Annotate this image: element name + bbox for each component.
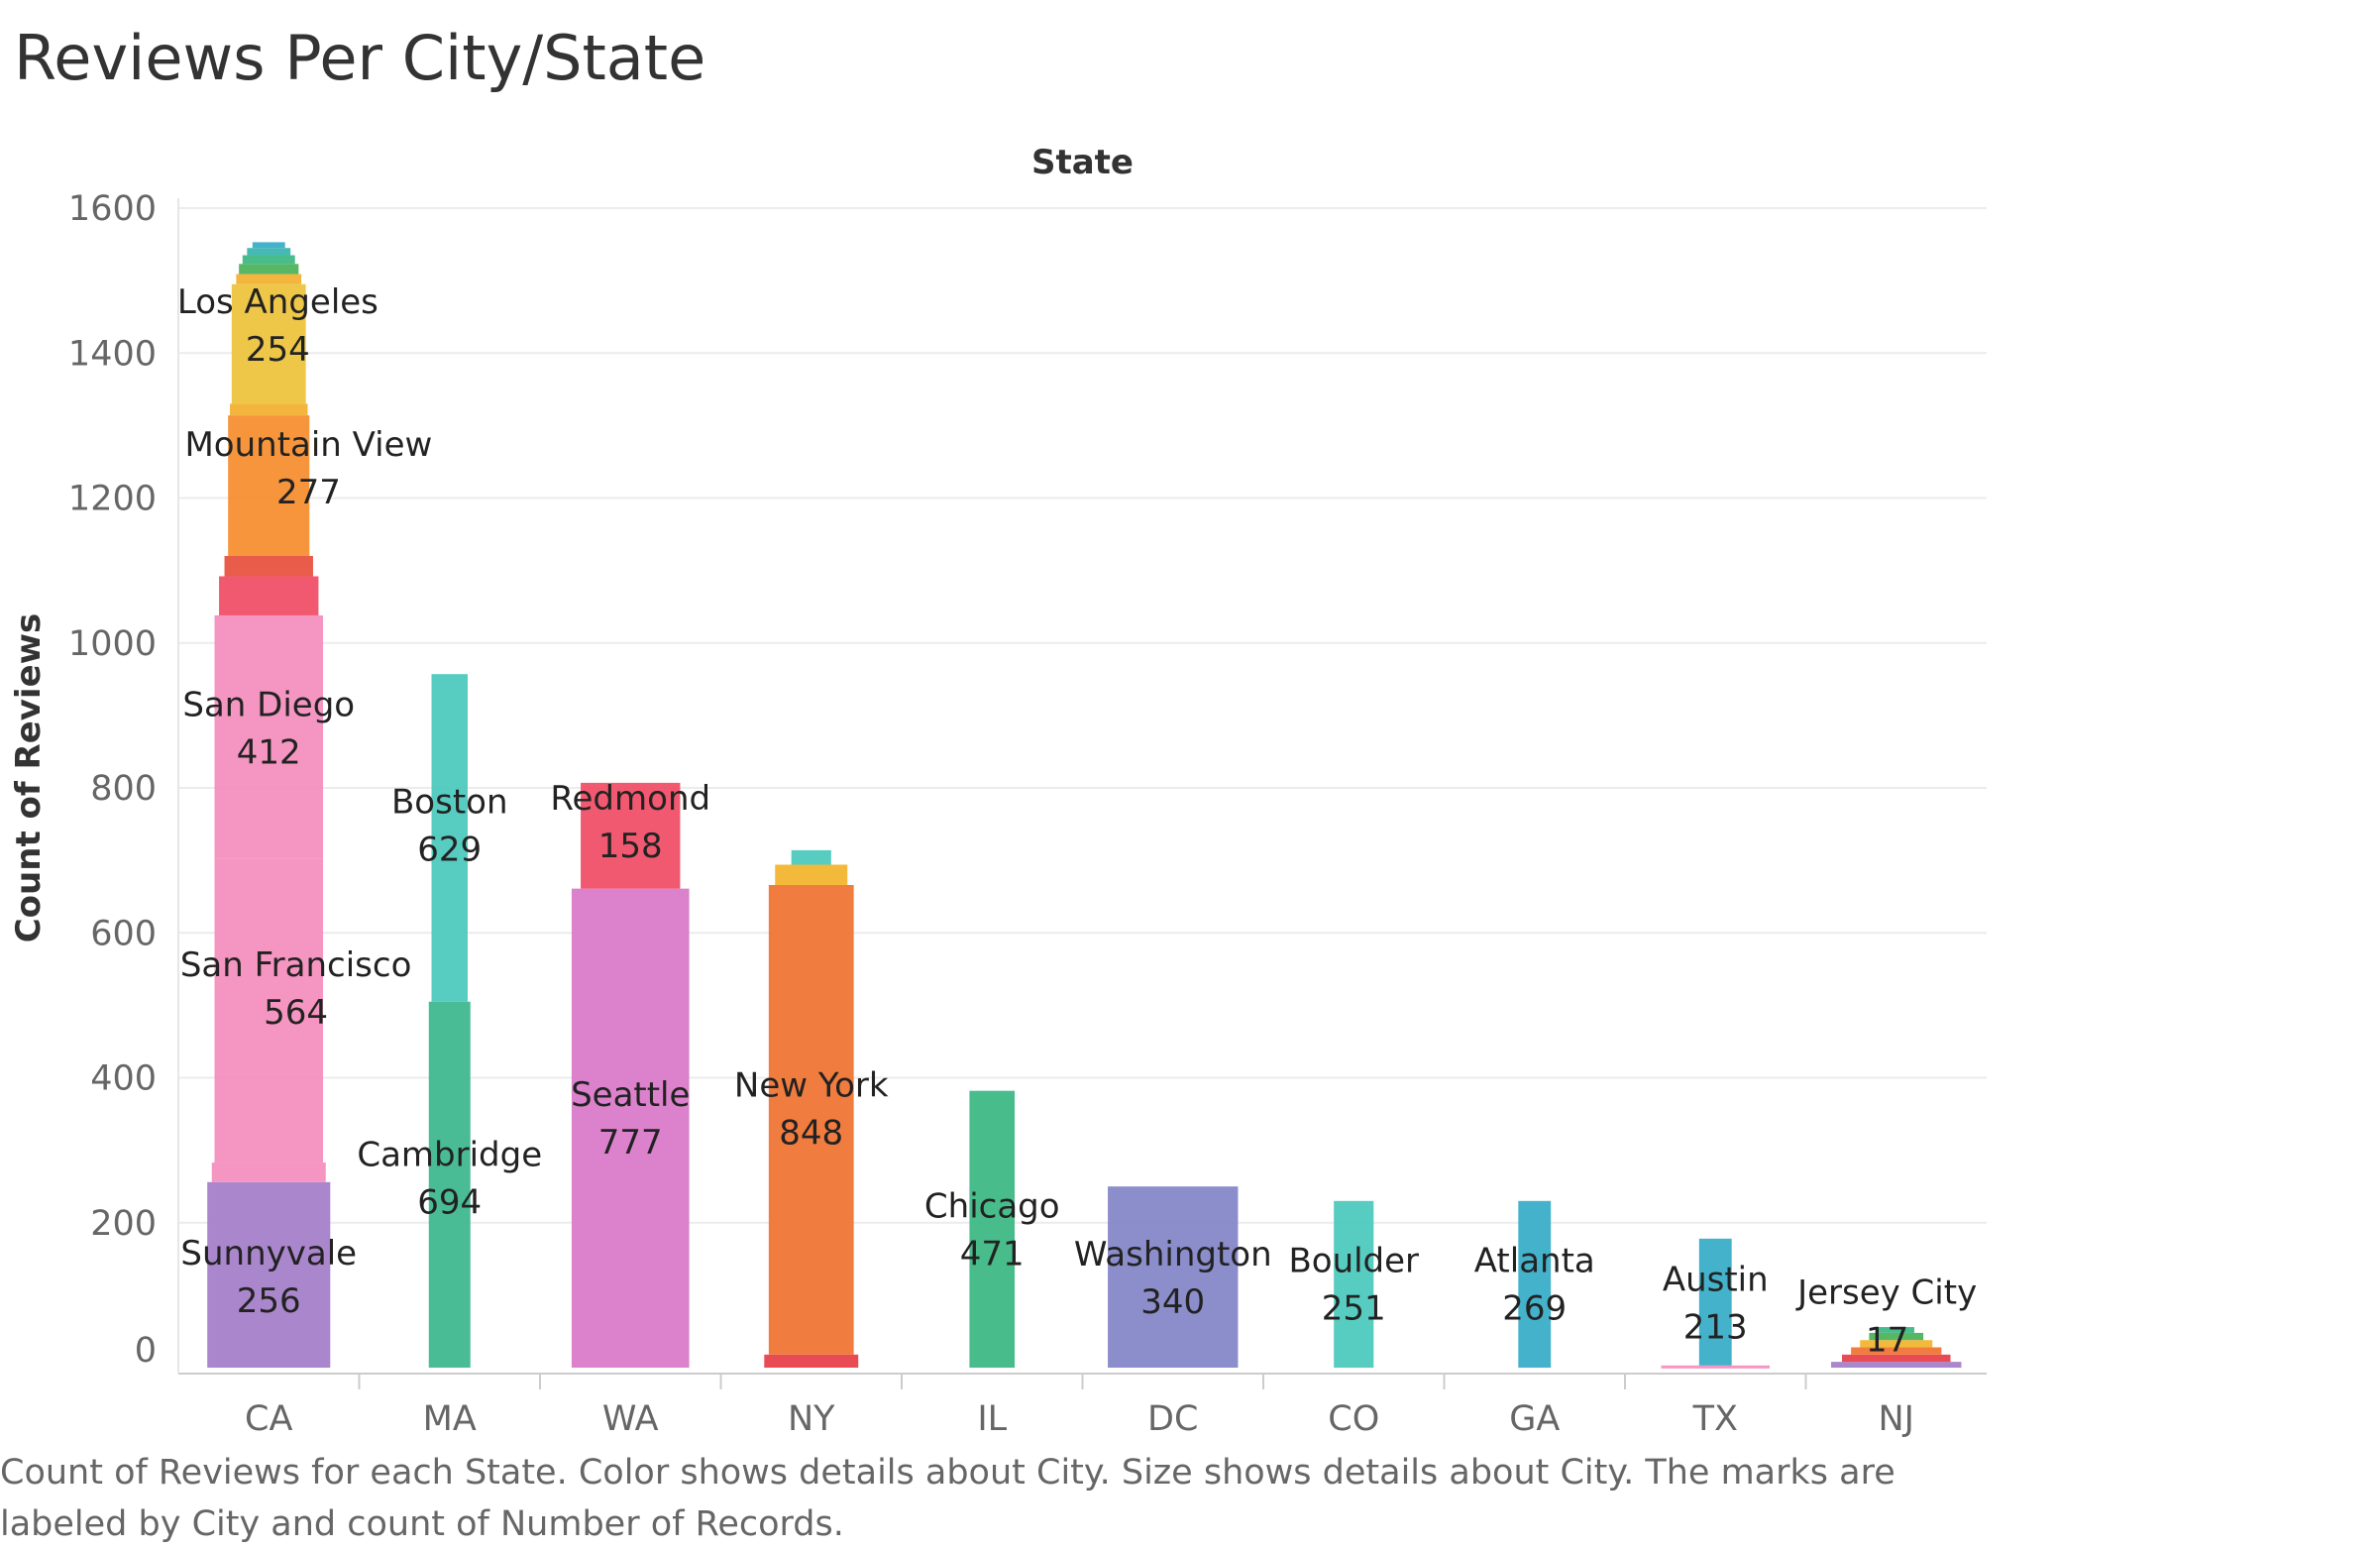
x-tick-label: DC	[1147, 1399, 1198, 1439]
count-label: 256	[237, 1281, 301, 1321]
x-tick-label: NJ	[1878, 1399, 1914, 1439]
count-label: 629	[417, 830, 482, 870]
gridlines	[178, 207, 1987, 1224]
chart-title: Reviews Per City/State	[14, 22, 706, 94]
y-tick-label: 1600	[68, 189, 157, 229]
city-label: Boston	[391, 783, 508, 823]
bar-segment	[228, 415, 310, 556]
count-label: 17	[1866, 1321, 1908, 1361]
bar-segment	[775, 864, 848, 885]
chart-caption: Count of Reviews for each State. Color s…	[0, 1453, 1895, 1544]
bar-segment	[1334, 1200, 1374, 1368]
bar-segments	[207, 242, 1962, 1369]
y-axis-title: Count of Reviews	[9, 613, 49, 943]
x-tick-label: TX	[1692, 1399, 1738, 1439]
count-label: 471	[960, 1235, 1025, 1274]
bar-segment	[219, 576, 319, 615]
bar-segment	[1851, 1347, 1942, 1355]
column-header: State	[1031, 143, 1134, 182]
count-label: 254	[246, 330, 310, 370]
mark-labels: Los Angeles 254 Mountain View 277 San Diego 4…	[177, 282, 1977, 1361]
y-tick-label: 800	[90, 769, 157, 809]
city-label: Sunnyvale	[180, 1234, 357, 1273]
count-label: 694	[417, 1183, 482, 1223]
x-tick-label: WA	[602, 1399, 659, 1439]
y-tick-label: 400	[90, 1059, 157, 1099]
bar-segment	[207, 1181, 331, 1368]
bar-segment	[239, 264, 299, 275]
count-label: 564	[264, 993, 328, 1033]
bar-segment	[230, 403, 308, 416]
bar-segment	[1842, 1354, 1951, 1363]
city-label: Chicago	[924, 1187, 1060, 1227]
bar-segment	[252, 242, 285, 249]
bar-segment	[214, 614, 323, 859]
y-tick-label: 1000	[68, 624, 157, 664]
bar-segment	[571, 888, 690, 1368]
count-label: 340	[1140, 1282, 1205, 1322]
city-label: Seattle	[571, 1075, 690, 1115]
bar-segment	[768, 884, 854, 1355]
bar-segment	[969, 1090, 1016, 1368]
y-tick-label: 200	[90, 1204, 157, 1244]
bar-segment	[791, 849, 831, 865]
bar-segment	[428, 1001, 471, 1368]
bar-segment	[247, 248, 291, 256]
city-label: Boulder	[1288, 1241, 1419, 1280]
x-tick-label: MA	[423, 1399, 477, 1439]
city-label: Mountain View	[184, 425, 432, 465]
city-label: Atlanta	[1474, 1241, 1595, 1280]
bar-segment	[231, 283, 306, 404]
bar-segment	[1661, 1365, 1770, 1369]
bar-segment	[236, 274, 302, 284]
bar-segment	[764, 1354, 859, 1368]
x-tick-label: GA	[1509, 1399, 1560, 1439]
count-label: 412	[237, 733, 301, 773]
city-label: Los Angeles	[177, 282, 379, 322]
bar-segment	[1869, 1332, 1924, 1341]
city-label: New York	[734, 1066, 889, 1106]
city-label: San Francisco	[180, 945, 412, 985]
city-label: Redmond	[550, 779, 710, 819]
bar-segment	[581, 782, 681, 889]
x-tick-label: NY	[788, 1399, 835, 1439]
y-axis-ticks: 0 200 400 600 800 1000 1200 1400 1600	[68, 189, 157, 1371]
city-label: Jersey City	[1795, 1273, 1977, 1313]
bar-segment	[1698, 1238, 1732, 1366]
bar-segment	[224, 556, 313, 577]
city-label: Cambridge	[357, 1136, 542, 1175]
city-label: Washington	[1074, 1235, 1272, 1274]
x-tick-label: CO	[1328, 1399, 1379, 1439]
bar-segment	[211, 1162, 326, 1182]
bar-segment	[1108, 1186, 1239, 1368]
city-label: San Diego	[182, 686, 355, 725]
x-tick-label: CA	[245, 1399, 292, 1439]
bar-segment	[1878, 1327, 1914, 1333]
count-label: 277	[276, 473, 341, 512]
bar-segment	[1518, 1200, 1552, 1368]
bar-segment	[1860, 1340, 1933, 1348]
y-tick-label: 600	[90, 914, 157, 953]
city-label: Austin	[1663, 1260, 1769, 1299]
count-label: 777	[598, 1123, 663, 1162]
bar-segment	[242, 255, 295, 265]
y-tick-label: 1200	[68, 480, 157, 519]
count-label: 213	[1683, 1307, 1748, 1347]
bar-segment	[214, 858, 323, 1163]
y-tick-label: 0	[135, 1331, 157, 1371]
bar-segment	[431, 674, 468, 1002]
x-axis-ticks: CA MA WA NY IL DC CO GA TX NJ	[245, 1374, 1914, 1439]
x-tick-label: IL	[977, 1399, 1007, 1439]
y-tick-label: 1400	[68, 334, 157, 374]
bar-segment	[1831, 1362, 1962, 1368]
count-label: 158	[598, 827, 663, 866]
count-label: 251	[1322, 1288, 1386, 1328]
count-label: 848	[779, 1114, 843, 1154]
count-label: 269	[1502, 1288, 1567, 1328]
